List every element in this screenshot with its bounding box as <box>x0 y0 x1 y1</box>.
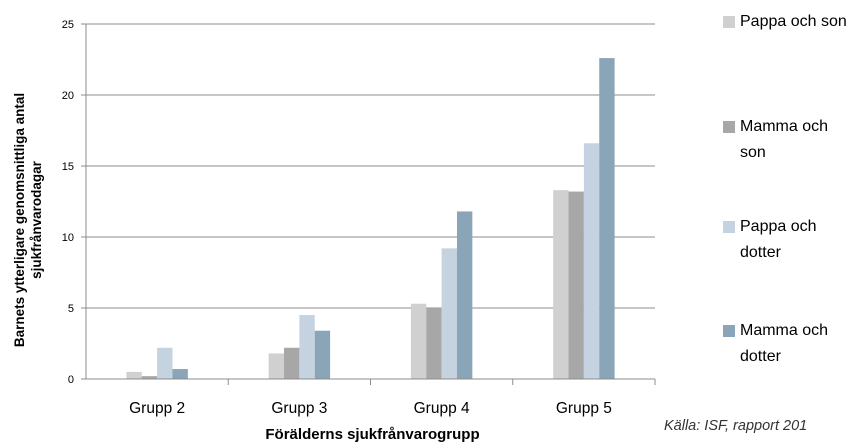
y-tick-labels: 0 5 10 15 20 25 <box>62 19 74 386</box>
source-note: Källa: ISF, rapport 201 <box>664 418 808 434</box>
bar <box>126 371 142 379</box>
x-axis-label: Förälderns sjukfrånvarogrupp <box>265 426 480 443</box>
bar <box>583 143 600 379</box>
y-tick-label: 10 <box>62 232 74 244</box>
legend-swatch <box>723 121 735 133</box>
bar <box>568 191 584 379</box>
x-tick-label: Grupp 5 <box>556 400 612 417</box>
y-tick-label: 15 <box>62 161 74 173</box>
bar <box>284 347 300 379</box>
legend-swatch <box>723 221 735 233</box>
y-tick-label: 0 <box>68 374 74 386</box>
bar <box>456 211 473 379</box>
legend-label: Pappa och dotter <box>740 218 817 261</box>
bar <box>599 58 615 380</box>
y-axis-label: Barnets ytterligare genomsnittliga antal… <box>12 92 44 348</box>
bar <box>157 347 173 379</box>
y-tick-label: 5 <box>68 303 74 315</box>
bar <box>314 330 331 379</box>
x-tick-labels: Grupp 2 Grupp 3 Grupp 4 Grupp 5 <box>129 400 612 417</box>
legend-label: Mamma och son <box>740 118 829 161</box>
y-axis-label-box: Barnets ytterligare genomsnittliga antal… <box>6 40 50 400</box>
legend-swatch <box>723 16 735 28</box>
legend-label: Mamma och dotter <box>740 322 829 365</box>
bar <box>299 315 315 379</box>
legend: Pappa och son Mamma och son Pappa och do… <box>723 0 850 447</box>
bar <box>553 190 569 379</box>
x-tick-label: Grupp 2 <box>129 400 185 417</box>
y-tick-label: 25 <box>62 19 74 31</box>
x-tick-label: Grupp 3 <box>271 400 327 417</box>
bar <box>410 303 427 379</box>
bar <box>141 376 158 379</box>
axes <box>81 23 656 385</box>
bar <box>172 369 188 379</box>
legend-swatch <box>723 325 735 337</box>
bar <box>441 248 457 379</box>
x-tick-label: Grupp 4 <box>414 400 470 417</box>
y-tick-label: 20 <box>62 90 74 102</box>
bar <box>268 353 285 379</box>
bars <box>126 58 615 380</box>
legend-label: Pappa och son <box>740 13 847 30</box>
bar <box>426 308 442 379</box>
